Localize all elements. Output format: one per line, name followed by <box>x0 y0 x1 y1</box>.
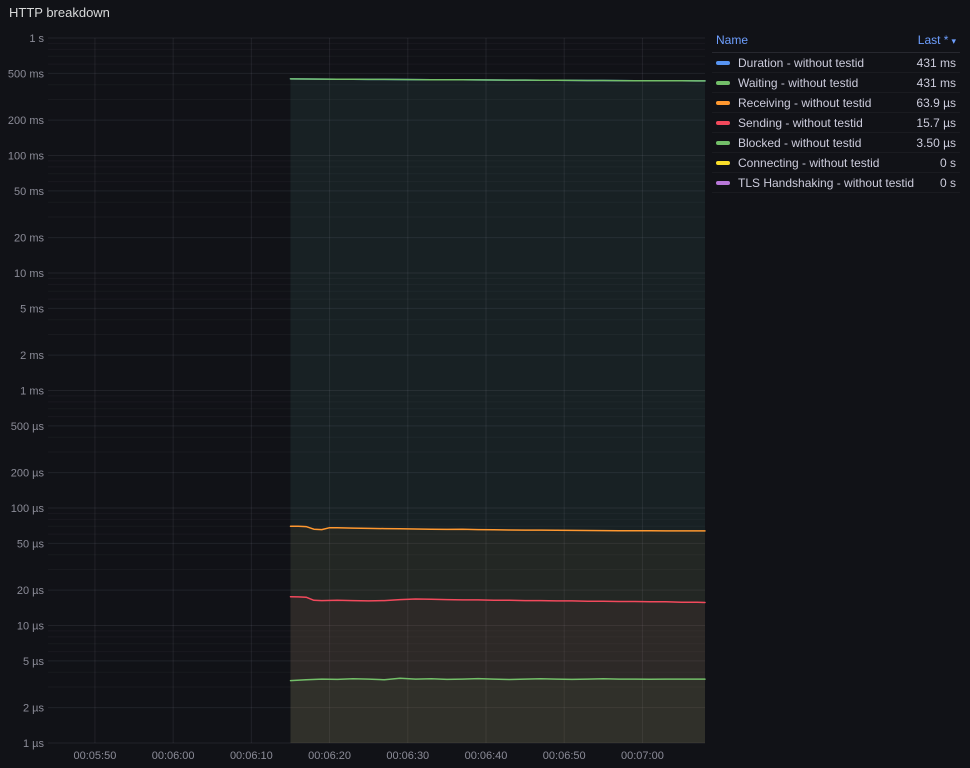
series-area <box>290 78 705 743</box>
y-axis-tick-label: 10 ms <box>14 268 44 280</box>
series-color-icon <box>716 160 730 165</box>
series-last-value: 431 ms <box>916 75 956 90</box>
legend-row[interactable]: Receiving - without testid 63.9 µs <box>712 93 960 113</box>
legend-sort-name[interactable]: Name <box>716 33 749 47</box>
x-axis-tick-label: 00:05:50 <box>74 750 117 762</box>
y-axis-tick-label: 1 µs <box>23 738 45 750</box>
y-axis-tick-label: 5 ms <box>20 303 44 315</box>
legend-row[interactable]: Duration - without testid 431 ms <box>712 53 960 73</box>
series-name[interactable]: Receiving - without testid <box>738 95 872 110</box>
y-axis-tick-label: 20 ms <box>14 233 44 245</box>
series-name[interactable]: TLS Handshaking - without testid <box>738 175 915 190</box>
y-axis-tick-label: 200 ms <box>8 115 45 127</box>
series-line[interactable] <box>289 677 706 682</box>
legend-row[interactable]: Connecting - without testid 0 s <box>712 153 960 173</box>
series-color-icon <box>716 100 730 105</box>
y-axis-tick-label: 500 ms <box>8 68 45 80</box>
x-axis-tick-label: 00:06:10 <box>230 750 273 762</box>
series-area <box>290 78 705 743</box>
series-color-icon <box>716 80 730 85</box>
sort-desc-icon: ▾ <box>951 36 956 46</box>
series-name[interactable]: Waiting - without testid <box>738 75 859 90</box>
x-axis-tick-label: 00:06:50 <box>543 750 586 762</box>
series-name[interactable]: Duration - without testid <box>738 55 865 70</box>
legend-sort-last[interactable]: Last * ▾ <box>918 33 956 47</box>
series-name[interactable]: Connecting - without testid <box>738 155 880 170</box>
series-color-icon <box>716 180 730 185</box>
legend-row[interactable]: TLS Handshaking - without testid 0 s <box>712 173 960 193</box>
y-axis-tick-label: 50 ms <box>14 186 44 198</box>
series-last-value: 15.7 µs <box>916 115 956 130</box>
y-axis-tick-label: 10 µs <box>17 621 45 633</box>
series-last-value: 0 s <box>939 155 956 170</box>
y-axis-tick-label: 5 µs <box>23 656 45 668</box>
series-name[interactable]: Blocked - without testid <box>738 135 862 150</box>
x-axis-tick-label: 00:06:00 <box>152 750 195 762</box>
legend-table: Name Last * ▾ Duration - without testid 43… <box>712 31 960 193</box>
y-axis-tick-label: 1 s <box>29 33 44 45</box>
series-area <box>290 526 705 743</box>
series-line[interactable] <box>289 525 706 532</box>
x-axis-tick-label: 00:06:30 <box>386 750 429 762</box>
y-axis-tick-label: 200 µs <box>11 468 45 480</box>
y-axis-tick-label: 100 µs <box>11 503 45 515</box>
legend-last-label: Last * <box>917 33 949 47</box>
series-last-value: 3.50 µs <box>916 135 956 150</box>
series-line[interactable] <box>289 78 706 82</box>
legend-row[interactable]: Waiting - without testid 431 ms <box>712 73 960 93</box>
panel-title[interactable]: HTTP breakdown <box>9 5 110 20</box>
y-axis-tick-label: 20 µs <box>17 585 45 597</box>
series-area <box>290 678 705 743</box>
series-color-icon <box>716 120 730 125</box>
x-axis-tick-label: 00:06:20 <box>308 750 351 762</box>
series-name[interactable]: Sending - without testid <box>738 115 863 130</box>
legend-row[interactable]: Blocked - without testid 3.50 µs <box>712 133 960 153</box>
series-color-icon <box>716 140 730 145</box>
series-line[interactable] <box>289 595 706 604</box>
legend-rows: Duration - without testid 431 ms Waiting -… <box>712 53 960 193</box>
x-axis-tick-label: 00:06:40 <box>465 750 508 762</box>
legend-header: Name Last * ▾ <box>712 31 960 53</box>
y-axis-tick-label: 1 ms <box>20 386 44 398</box>
legend-row[interactable]: Sending - without testid 15.7 µs <box>712 113 960 133</box>
series-last-value: 431 ms <box>916 55 956 70</box>
y-axis-tick-label: 50 µs <box>17 538 45 550</box>
series-color-icon <box>716 60 730 65</box>
series-area <box>290 596 705 743</box>
y-axis-tick-label: 500 µs <box>11 421 45 433</box>
series-last-value: 0 s <box>939 175 956 190</box>
y-axis-tick-label: 100 ms <box>8 151 45 163</box>
x-axis-tick-label: 00:07:00 <box>621 750 664 762</box>
series-last-value: 63.9 µs <box>916 95 956 110</box>
y-axis-tick-label: 2 µs <box>23 703 45 715</box>
y-axis-tick-label: 2 ms <box>20 350 44 362</box>
